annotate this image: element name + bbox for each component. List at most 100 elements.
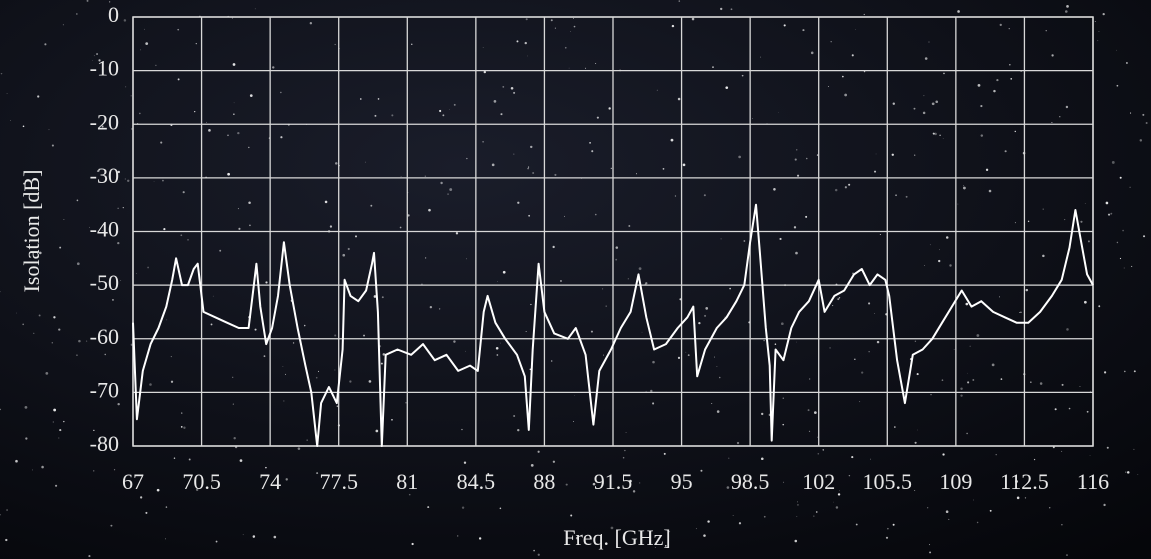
star [615, 246, 619, 249]
star [153, 181, 155, 182]
star [552, 460, 556, 463]
star [656, 89, 658, 91]
star [39, 251, 42, 255]
star [999, 296, 1000, 298]
star [698, 322, 701, 325]
star [448, 109, 450, 110]
star [839, 490, 840, 492]
star [98, 59, 101, 62]
star [233, 437, 236, 440]
x-tick-label: 105.5 [863, 469, 913, 494]
star [527, 55, 528, 57]
star [173, 457, 176, 459]
star [816, 154, 819, 156]
star [483, 70, 486, 74]
star [438, 308, 441, 310]
star [1061, 383, 1064, 386]
star [848, 183, 851, 186]
star [421, 283, 423, 285]
star [861, 371, 864, 374]
star [815, 511, 818, 513]
star [1116, 49, 1118, 51]
star [783, 481, 785, 483]
star [876, 340, 880, 344]
star [212, 295, 214, 297]
star [851, 456, 854, 459]
star [355, 235, 357, 238]
star [963, 185, 965, 187]
star [45, 372, 49, 375]
star [1098, 31, 1100, 32]
star [76, 199, 79, 202]
star [248, 201, 251, 205]
star [1042, 208, 1044, 210]
star [109, 1, 111, 3]
star [934, 132, 937, 136]
star [802, 29, 805, 32]
star [725, 86, 729, 89]
star [615, 258, 618, 261]
star [55, 484, 58, 487]
star [23, 182, 26, 185]
star [574, 395, 576, 396]
star [729, 287, 731, 290]
star [805, 215, 808, 218]
star [718, 376, 721, 379]
star [892, 102, 895, 105]
star [1051, 54, 1054, 57]
star [334, 334, 337, 337]
star [1122, 229, 1124, 232]
star [1064, 219, 1066, 221]
star [210, 323, 213, 326]
star [124, 178, 126, 180]
star [995, 454, 997, 456]
x-tick-label: 98.5 [731, 469, 770, 494]
star [695, 528, 697, 530]
star [59, 429, 62, 432]
star [1103, 371, 1107, 374]
star [929, 244, 931, 246]
star [779, 237, 782, 241]
star [117, 241, 120, 245]
star [1087, 240, 1090, 243]
star [455, 232, 459, 235]
star [720, 7, 723, 11]
star [854, 29, 856, 30]
star [848, 474, 851, 477]
star [966, 432, 968, 435]
star [1061, 524, 1063, 526]
star [249, 94, 253, 97]
star [1010, 77, 1013, 80]
star [916, 373, 919, 376]
star [1133, 370, 1136, 373]
star [822, 449, 824, 451]
star [817, 452, 820, 455]
star [1129, 186, 1131, 188]
star [590, 330, 593, 333]
star [969, 345, 971, 347]
star [411, 43, 413, 45]
star [664, 545, 667, 547]
star [654, 547, 656, 549]
star [237, 208, 239, 210]
star [730, 8, 733, 11]
star [329, 225, 333, 228]
star [242, 534, 244, 536]
x-tick-label: 81 [396, 469, 418, 494]
star [929, 544, 931, 546]
star [63, 420, 65, 423]
star [380, 362, 383, 365]
star [1045, 29, 1047, 32]
y-tick-label: -10 [90, 56, 119, 81]
star [104, 353, 106, 356]
star [965, 302, 969, 306]
star [400, 176, 402, 177]
star [568, 67, 570, 69]
star [525, 18, 528, 21]
star [285, 478, 288, 481]
star [967, 372, 968, 374]
star [51, 342, 53, 344]
star [924, 265, 926, 267]
star [282, 366, 284, 367]
star [554, 173, 557, 176]
